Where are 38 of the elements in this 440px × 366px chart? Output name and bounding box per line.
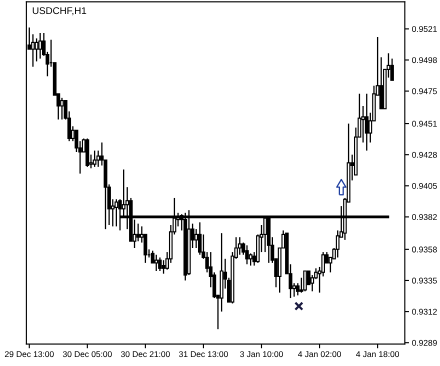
candlestick bbox=[336, 230, 340, 258]
x-tick-label: 3 Jan 10:00 bbox=[240, 351, 283, 358]
candlestick bbox=[158, 256, 162, 272]
x-tick-label: 30 Dec 05:00 bbox=[62, 351, 112, 358]
y-tick-label: 0.9521 bbox=[412, 26, 437, 32]
y-tick-label: 0.9312 bbox=[412, 308, 437, 315]
candlestick bbox=[162, 260, 166, 274]
candlestick bbox=[114, 198, 118, 227]
x-tick-label: 31 Dec 13:00 bbox=[178, 351, 228, 358]
candlestick bbox=[38, 32, 42, 60]
candlestick bbox=[194, 228, 198, 249]
y-tick-label: 0.9428 bbox=[412, 152, 437, 158]
candlestick bbox=[92, 150, 96, 168]
candlestick bbox=[60, 97, 64, 120]
candlestick bbox=[136, 223, 140, 242]
y-tick-label: 0.9405 bbox=[412, 182, 437, 189]
chart-title: USDCHF,H1 bbox=[32, 7, 86, 16]
candlestick bbox=[238, 236, 242, 256]
candlestick bbox=[245, 244, 249, 265]
candlestick bbox=[198, 222, 202, 256]
candlestick bbox=[303, 270, 307, 292]
candlestick bbox=[379, 56, 384, 110]
candlestick bbox=[154, 254, 158, 272]
x-tick-label: 4 Jan 18:00 bbox=[356, 351, 400, 358]
y-tick-label: 0.9498 bbox=[412, 57, 437, 64]
y-tick-label: 0.9382 bbox=[412, 214, 437, 220]
y-tick-label: 0.9475 bbox=[412, 88, 437, 94]
x-tick-label: 29 Dec 13:00 bbox=[4, 351, 54, 358]
x-tick-label: 30 Dec 21:00 bbox=[120, 351, 170, 358]
candlestick bbox=[364, 93, 369, 152]
y-tick-label: 0.9451 bbox=[412, 120, 437, 127]
y-tick-label: 0.9335 bbox=[412, 278, 437, 284]
x-tick-label: 4 Jan 02:00 bbox=[298, 351, 341, 358]
candlestick bbox=[96, 150, 100, 168]
candlestick bbox=[34, 38, 38, 62]
y-tick-label: 0.9358 bbox=[412, 246, 437, 252]
y-tick-label: 0.9289 bbox=[412, 340, 437, 346]
candlestick bbox=[248, 252, 252, 266]
